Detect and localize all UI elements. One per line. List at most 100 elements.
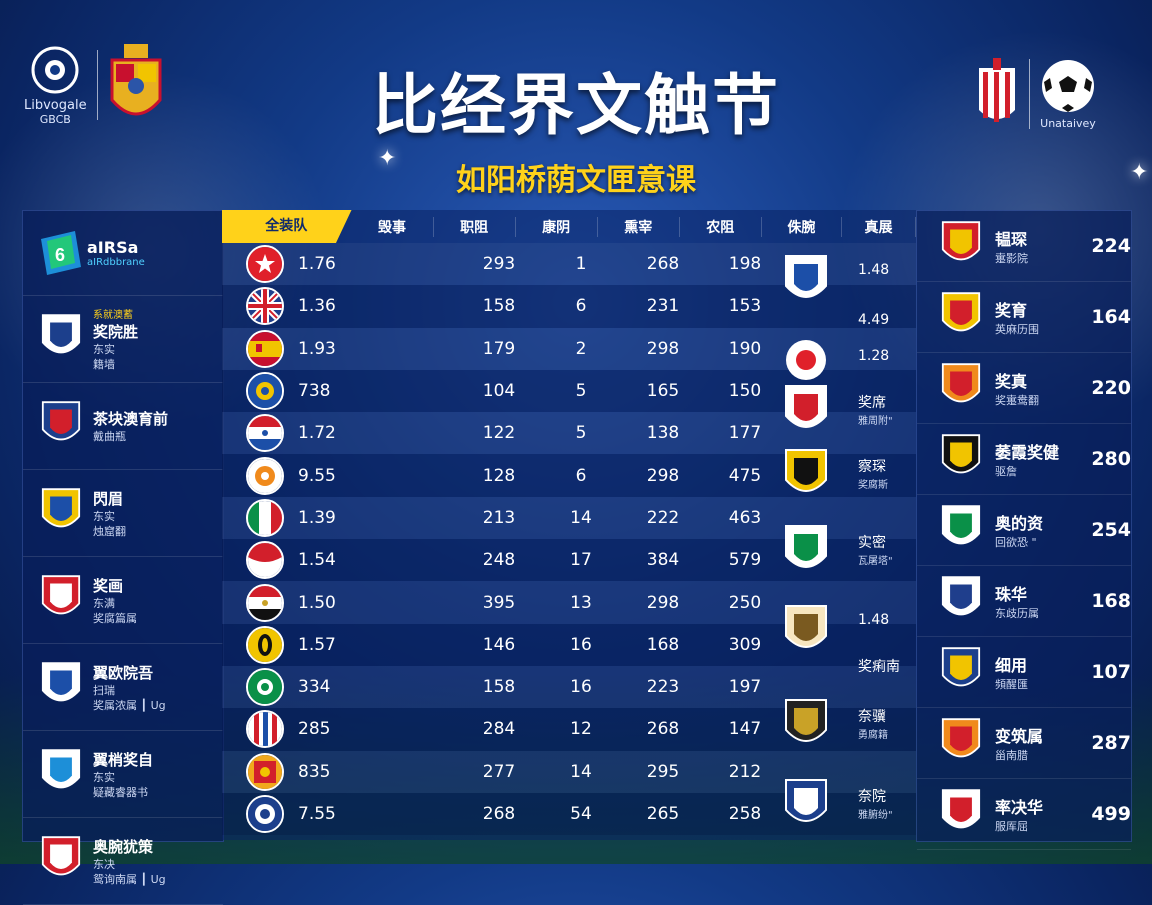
union-jack-crest-icon — [41, 398, 81, 454]
team-name: 閃眉 — [93, 489, 124, 508]
team-sub: 疑藏睿器书 — [93, 785, 148, 799]
team-tag: 系就澳蓄 — [93, 310, 133, 321]
team-name: 变筑属 — [995, 727, 1044, 746]
stat-cell: 298 — [646, 465, 680, 486]
stat-cell: 223 — [646, 677, 680, 698]
team-cell: 1.57 — [222, 625, 376, 664]
italy-flag-icon — [246, 498, 284, 537]
left-team-item[interactable]: 奖画 东满 奖腐篇属 — [23, 557, 223, 644]
left-team-item[interactable]: 奥腕犹策 东决 鸳询南属 ┃ Ug — [23, 818, 223, 905]
team-score: 280 — [1091, 448, 1131, 470]
right-team-item[interactable]: 奥的资 回欲恐 " 254 — [917, 495, 1131, 566]
column-header[interactable]: 农阻 — [680, 216, 762, 237]
league-ball-icon — [31, 46, 79, 93]
right-col-label: 1.48 — [858, 612, 890, 628]
egypt-flag-icon — [246, 583, 284, 622]
football-icon — [1042, 60, 1094, 112]
left-team-item[interactable]: 系就澳蓄 奖院胜 东实 籍墙 — [23, 296, 223, 383]
stat-cell: 1.54 — [298, 550, 336, 571]
stat-cell: 9.55 — [298, 465, 336, 486]
table-row[interactable]: 1.50 395 13 298 250 — [222, 581, 916, 624]
left-logo-text: Libvogale — [24, 97, 87, 113]
blue-gold-crest-icon — [941, 644, 981, 700]
team-cell: 9.55 — [222, 456, 376, 495]
column-header[interactable]: 熏宰 — [598, 216, 680, 237]
red-white-shield-icon — [941, 786, 981, 842]
left-panel-brand: 6 aIRSa aIRdbbrane — [23, 211, 223, 296]
right-col-label: 1.48 — [858, 262, 890, 278]
green-badge-flag-icon — [246, 668, 284, 707]
stat-cell: 12 — [570, 719, 592, 740]
right-team-item[interactable]: 奖真 奖疐鸯翻 220 — [917, 353, 1131, 424]
right-team-item[interactable]: 率决华 服厍屈 499 — [917, 779, 1131, 850]
team-name: 细用 — [995, 656, 1028, 675]
team-name: 韫琛 — [995, 230, 1028, 249]
table-row[interactable]: 334 158 16 223 197 — [222, 665, 916, 709]
team-name: 萎霞奖健 — [995, 443, 1060, 462]
stat-cell: 150 — [728, 381, 762, 402]
team-cell: 334 — [222, 668, 376, 707]
stat-cell: 1.50 — [298, 592, 336, 613]
stat-cell: 158 — [482, 677, 516, 698]
column-header[interactable]: 全装队 — [222, 210, 352, 243]
left-team-item[interactable]: 翼欧院吾 扫瑞 奖属浓属 ┃ Ug — [23, 644, 223, 731]
red-orange-crest-icon — [941, 715, 981, 771]
right-team-item[interactable]: 变筑属 甾南腊 287 — [917, 708, 1131, 779]
table-row[interactable]: 1.39 213 14 222 463 — [222, 496, 916, 540]
column-header[interactable]: 职阻 — [434, 216, 516, 237]
stat-cell: 298 — [646, 338, 680, 359]
right-team-item[interactable]: 细用 頻醒匯 107 — [917, 637, 1131, 708]
team-sub: 扫瑞 — [93, 683, 115, 697]
team-score: 168 — [1091, 590, 1131, 612]
left-team-item[interactable]: 茶块澳育前 戴曲瓶 — [23, 383, 223, 470]
page-title: 比经界文触节 — [372, 67, 780, 144]
team-score: 220 — [1091, 377, 1131, 399]
column-header[interactable]: 侏腕 — [762, 216, 842, 237]
stat-cell: 14 — [570, 761, 592, 782]
team-sub: 东歧历属 — [995, 607, 1039, 620]
red-stripe-crest-icon — [975, 58, 1019, 130]
left-logo-group: Libvogale GBCB — [24, 40, 164, 130]
stat-cell: 6 — [575, 296, 587, 317]
column-header[interactable]: 真展 — [842, 216, 917, 237]
red-gold-flag-icon — [246, 752, 284, 791]
right-team-item[interactable]: 萎霞奖健 驱詹 280 — [917, 424, 1131, 495]
right-team-item[interactable]: 珠华东歧历属 168 — [917, 566, 1131, 637]
team-sub: 鸳询南属 ┃ Ug — [93, 872, 166, 886]
blue-stripe-crest-icon — [784, 776, 828, 836]
team-sub: 东决 — [93, 857, 115, 871]
team-cell: 738 — [222, 372, 376, 411]
stat-cell: 165 — [646, 381, 680, 402]
right-team-panel: 韫琛 疐影院 224 奖育 英麻历围 164 奖真 奖疐鸯翻 220 萎霞奖健 驱詹 280 奥的资 回欲… — [916, 210, 1132, 850]
column-header[interactable]: 毁事 — [352, 216, 434, 237]
right-col-label: 1.28 — [858, 348, 890, 364]
team-sub: 东实 — [93, 770, 115, 784]
page-subtitle: 如阳桥荫文匣意课 — [456, 163, 696, 198]
sparkle-icon: ✦ — [1130, 160, 1149, 185]
team-name: 珠华 — [995, 585, 1028, 604]
right-team-item[interactable]: 奖育 英麻历围 164 — [917, 282, 1131, 353]
black-gold-crest-icon — [784, 696, 828, 756]
stat-cell: 231 — [646, 296, 680, 317]
team-sub: 頻醒匯 — [995, 678, 1028, 691]
stat-cell: 293 — [482, 254, 516, 275]
green-crest-icon — [941, 502, 981, 558]
table-row[interactable]: 1.72 122 5 138 177 — [222, 412, 916, 455]
right-col-label: 奈骥 勇腐籍 — [858, 709, 888, 741]
team-name: 奖真 — [995, 372, 1028, 391]
header: Libvogale GBCB 比经界文触节 如阳桥荫文匣意课 — [0, 0, 1152, 210]
brand-name: aIRSa aIRdbbrane — [87, 238, 145, 268]
blue-shield-icon — [784, 252, 828, 312]
column-header[interactable]: 康阴 — [516, 216, 598, 237]
stripe-flag-icon — [246, 414, 284, 453]
stat-cell: 158 — [482, 296, 516, 317]
spain-crest-icon — [108, 40, 164, 130]
left-team-item[interactable]: 翼梢奖自 东实 疑藏睿器书 — [23, 731, 223, 818]
stat-cell: 579 — [728, 550, 762, 571]
stat-cell: 6 — [575, 465, 587, 486]
left-team-panel: 6 aIRSa aIRdbbrane 系就澳蓄 奖院胜 东实 籍墙 茶块澳育前 戴曲瓶 閃眉… — [22, 210, 224, 905]
left-team-item[interactable]: 閃眉 东实 烛窟翻 — [23, 470, 223, 557]
right-team-item[interactable]: 韫琛 疐影院 224 — [917, 211, 1131, 282]
team-cell: 7.55 — [222, 795, 376, 833]
stat-cell: 295 — [646, 761, 680, 782]
